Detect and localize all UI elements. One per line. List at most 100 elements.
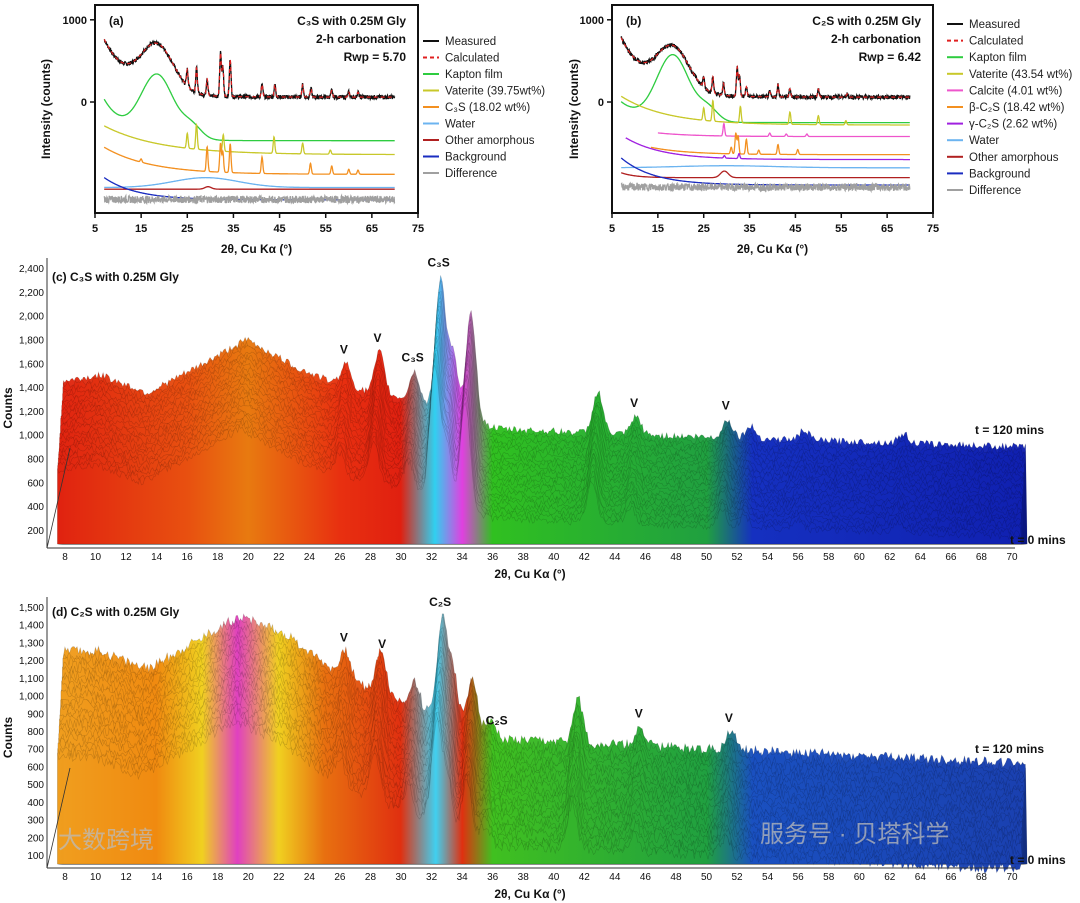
panel-label: (b) [626, 14, 641, 28]
y-tick-label: 100 [27, 851, 44, 862]
x-tick-label: 46 [640, 552, 652, 563]
x-tick-label: 66 [945, 872, 957, 883]
plot-frame [94, 4, 419, 214]
peak-annotation: V [374, 331, 382, 345]
y-tick-label: 2,400 [19, 264, 44, 275]
y-tick-label: 1,200 [19, 656, 44, 667]
legend-label: Calcite (4.01 wt%) [969, 85, 1062, 97]
legend-label: Kapton film [445, 69, 503, 81]
peak-annotation: C₂S [429, 595, 451, 609]
panel-title-line: 2-h carbonation [831, 32, 921, 46]
x-tick-label: 64 [915, 552, 927, 563]
x-tick-label: 30 [395, 552, 407, 563]
panel-c: 200 400 600 800 1,000 1,200 1,400 1,600 1,800 2,0… [1, 255, 1066, 581]
series-line-difference [620, 181, 911, 194]
x-tick-label: 26 [334, 552, 346, 563]
y-axis-title: Counts [1, 717, 15, 759]
watermark-left: 大数跨境 [58, 827, 154, 854]
peak-annotation: V [340, 630, 348, 644]
waterfall-slice [57, 364, 1022, 545]
y-tick-label: 600 [27, 762, 44, 773]
waterfall-slice [57, 716, 1022, 874]
y-tick-label: 1000 [63, 15, 87, 27]
x-tick-label: 8 [62, 552, 68, 563]
peak-annotation: V [340, 342, 348, 356]
series-line-other [620, 170, 910, 179]
series-line-kapton [620, 53, 910, 124]
x-tick-label: 56 [793, 872, 805, 883]
x-tick-label: 65 [366, 223, 378, 235]
x-tick-label: 60 [854, 872, 866, 883]
x-tick-label: 34 [457, 872, 469, 883]
panel-title-line: Rwp = 5.70 [344, 50, 407, 64]
y-tick-label: 1,000 [19, 692, 44, 703]
x-tick-label: 55 [320, 223, 332, 235]
x-tick-label: 62 [884, 552, 896, 563]
x-tick-label: 38 [518, 872, 530, 883]
y-tick-label: 0 [81, 97, 87, 109]
y-tick-label: 600 [27, 478, 44, 489]
x-tick-label: 32 [426, 552, 438, 563]
x-tick-label: 48 [670, 872, 682, 883]
y-tick-label: 2,000 [19, 312, 44, 323]
peak-annotation: V [630, 396, 638, 410]
x-tick-label: 42 [579, 872, 591, 883]
x-tick-label: 8 [62, 872, 68, 883]
x-tick-label: 24 [304, 872, 316, 883]
x-tick-label: 40 [548, 552, 560, 563]
time-label-start: t = 0 mins [1010, 853, 1066, 867]
peak-annotation: C₂S [486, 714, 508, 728]
panel-title-line: C₃S with 0.25M Gly [297, 14, 406, 28]
time-label-start: t = 0 mins [1010, 533, 1066, 547]
x-tick-label: 12 [121, 872, 133, 883]
x-tick-label: 16 [182, 552, 194, 563]
y-tick-label: 900 [27, 709, 44, 720]
x-tick-label: 52 [732, 872, 744, 883]
legend-label: Kapton film [969, 52, 1027, 64]
series-line-measured [103, 38, 396, 102]
peak-annotation: V [722, 399, 730, 413]
x-tick-label: 64 [915, 872, 927, 883]
y-tick-label: 500 [27, 780, 44, 791]
panel-a: Measured Calculated Kapton film Vaterite (3… [39, 4, 545, 256]
panel-label: (a) [109, 14, 124, 28]
panel-d: 100 200 300 400 500 600 700 800 900 1,000 1,100 1,2… [1, 595, 1066, 901]
x-tick-label: 10 [90, 872, 102, 883]
series-line-kapton [103, 73, 395, 142]
watermark-right: 服务号 · 贝塔科学 [760, 821, 949, 848]
x-tick-label: 68 [976, 872, 988, 883]
legend-label: β-C₂S (18.42 wt%) [969, 102, 1065, 114]
x-tick-label: 65 [881, 223, 893, 235]
y-tick-label: 1,300 [19, 638, 44, 649]
panel-title-line: C₂S with 0.25M Gly [812, 14, 921, 28]
x-tick-label: 50 [701, 872, 713, 883]
x-tick-label: 18 [212, 872, 224, 883]
x-tick-label: 36 [487, 872, 499, 883]
x-tick-label: 44 [609, 552, 621, 563]
x-tick-label: 62 [884, 872, 896, 883]
x-tick-label: 48 [670, 552, 682, 563]
x-tick-label: 46 [640, 872, 652, 883]
x-tick-label: 35 [743, 223, 755, 235]
x-tick-label: 40 [548, 872, 560, 883]
x-tick-label: 38 [518, 552, 530, 563]
x-tick-label: 18 [212, 552, 224, 563]
y-axis-title: Intensity (counts) [567, 59, 581, 159]
x-tick-label: 60 [854, 552, 866, 563]
legend-label: C₃S (18.02 wt%) [445, 102, 530, 114]
y-axis-title: Counts [1, 387, 15, 429]
x-tick-label: 16 [182, 872, 194, 883]
x-axis-title: 2θ, Cu Kα (°) [494, 567, 565, 581]
legend-label: Vaterite (43.54 wt%) [969, 69, 1073, 81]
x-tick-label: 5 [92, 223, 98, 235]
x-tick-label: 42 [579, 552, 591, 563]
y-tick-label: 0 [598, 97, 604, 109]
time-axis [46, 767, 71, 869]
time-axis [46, 447, 71, 549]
x-tick-label: 22 [273, 552, 285, 563]
legend-label: Calculated [969, 36, 1023, 48]
x-tick-label: 45 [789, 223, 801, 235]
x-tick-label: 58 [823, 872, 835, 883]
x-tick-label: 66 [945, 552, 957, 563]
x-axis-title: 2θ, Cu Kα (°) [221, 242, 292, 256]
